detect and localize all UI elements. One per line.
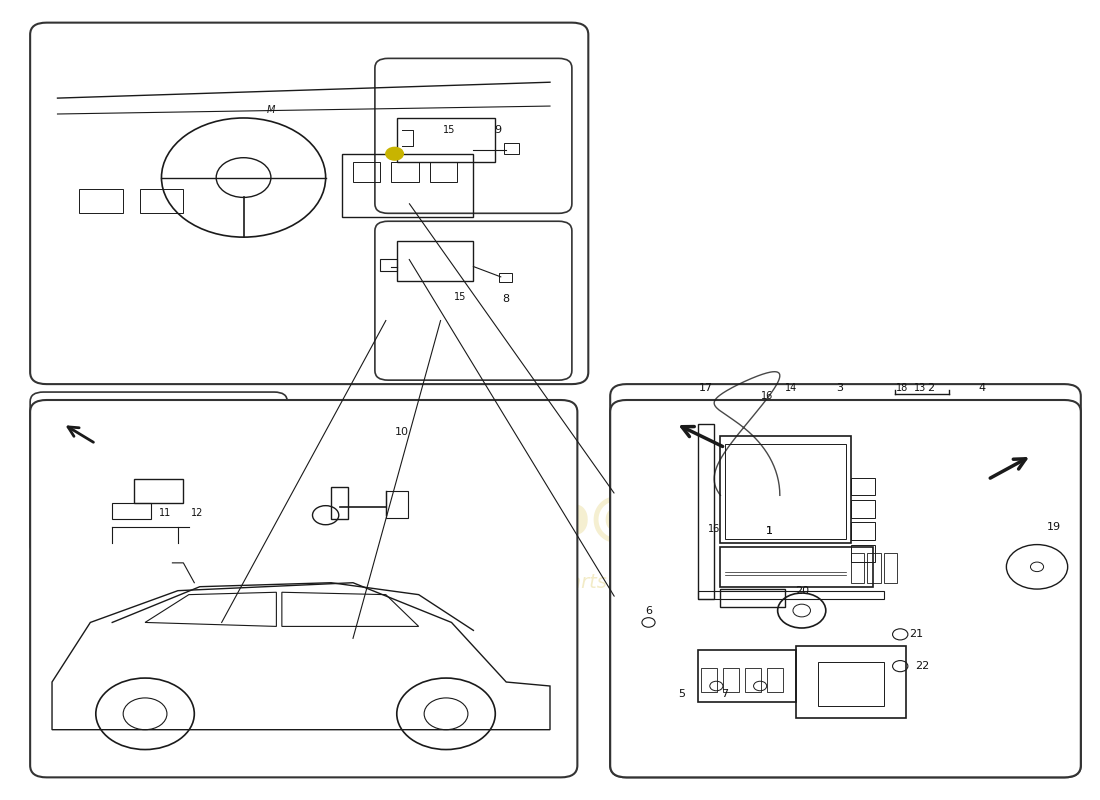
- Bar: [397, 241, 473, 281]
- Bar: [498, 273, 512, 282]
- Text: 6: 6: [645, 606, 652, 615]
- Text: europ@rts: europ@rts: [418, 493, 726, 545]
- Text: 14: 14: [784, 383, 796, 393]
- Bar: [818, 662, 883, 706]
- Text: 22: 22: [915, 661, 930, 671]
- Bar: [112, 503, 151, 519]
- Text: 4: 4: [979, 383, 986, 393]
- Bar: [851, 478, 876, 495]
- Bar: [796, 646, 905, 718]
- Text: 7: 7: [722, 689, 728, 699]
- Text: 19: 19: [1046, 522, 1060, 532]
- Bar: [79, 190, 123, 214]
- Bar: [868, 553, 880, 582]
- Text: 15: 15: [454, 292, 466, 302]
- FancyBboxPatch shape: [30, 22, 588, 384]
- Bar: [697, 590, 883, 598]
- Bar: [719, 547, 873, 586]
- Text: 5: 5: [678, 689, 685, 699]
- FancyBboxPatch shape: [610, 384, 1081, 778]
- Text: 20: 20: [794, 586, 808, 596]
- Text: 1: 1: [766, 526, 772, 536]
- Text: 13: 13: [914, 383, 926, 393]
- Bar: [723, 668, 739, 691]
- Bar: [140, 190, 184, 214]
- Bar: [851, 522, 876, 540]
- Bar: [342, 154, 473, 218]
- Text: 11: 11: [158, 508, 170, 518]
- Text: 8: 8: [503, 294, 509, 304]
- FancyBboxPatch shape: [30, 400, 578, 778]
- Text: M: M: [266, 105, 275, 115]
- Text: a passion for parts since 1985: a passion for parts since 1985: [425, 574, 719, 592]
- Bar: [397, 118, 495, 162]
- Bar: [719, 436, 851, 543]
- Bar: [767, 668, 783, 691]
- Bar: [381, 258, 397, 270]
- Bar: [851, 553, 865, 582]
- Bar: [392, 162, 419, 182]
- Bar: [851, 500, 876, 518]
- Text: 18: 18: [896, 383, 909, 393]
- Bar: [725, 444, 846, 539]
- Text: 9: 9: [494, 125, 501, 135]
- Text: 21: 21: [910, 630, 924, 639]
- Text: 16: 16: [708, 524, 720, 534]
- FancyBboxPatch shape: [375, 58, 572, 214]
- Bar: [504, 142, 519, 154]
- Bar: [386, 491, 408, 518]
- Bar: [883, 553, 896, 582]
- Bar: [851, 545, 876, 562]
- Bar: [745, 668, 761, 691]
- Bar: [331, 487, 348, 519]
- FancyBboxPatch shape: [375, 222, 572, 380]
- Text: 16: 16: [760, 391, 773, 401]
- Bar: [430, 162, 456, 182]
- Bar: [353, 162, 381, 182]
- FancyBboxPatch shape: [309, 412, 528, 555]
- Text: 17: 17: [698, 383, 713, 393]
- Text: 1: 1: [766, 526, 772, 536]
- Bar: [697, 424, 714, 598]
- Bar: [719, 589, 785, 606]
- FancyBboxPatch shape: [610, 400, 1081, 778]
- Circle shape: [386, 147, 404, 160]
- Text: 3: 3: [836, 383, 844, 393]
- Text: 10: 10: [395, 426, 409, 437]
- Bar: [701, 668, 717, 691]
- FancyBboxPatch shape: [30, 392, 287, 555]
- Text: 15: 15: [443, 125, 455, 135]
- Bar: [134, 479, 184, 503]
- Text: 2: 2: [927, 383, 934, 393]
- Text: 12: 12: [191, 508, 204, 518]
- Bar: [697, 650, 796, 702]
